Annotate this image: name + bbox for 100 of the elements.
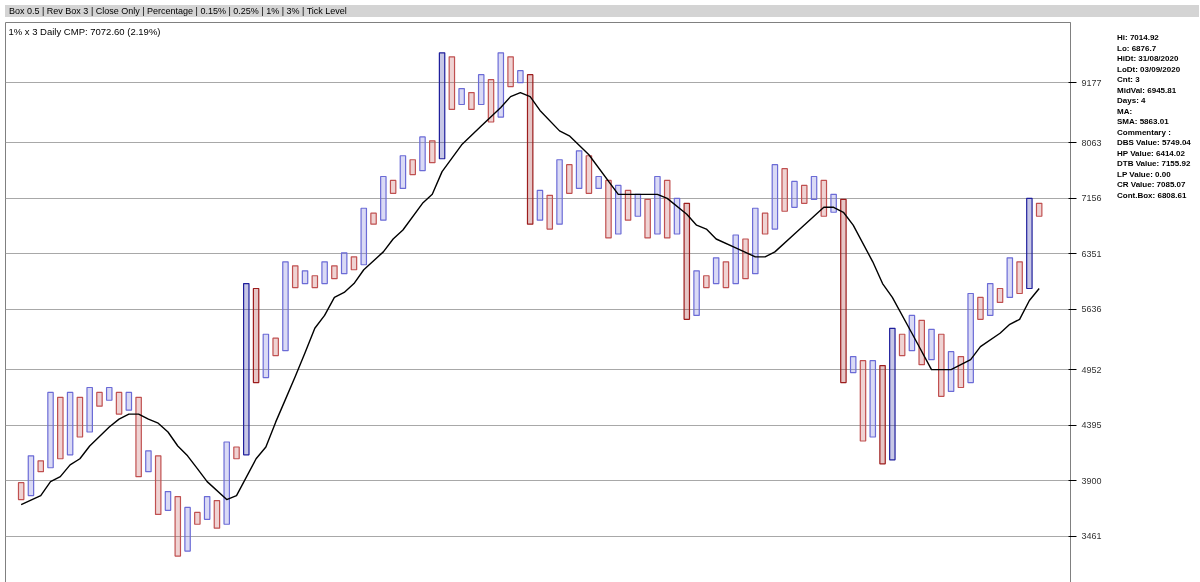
bar: [526, 74, 534, 225]
bar: [879, 364, 886, 465]
y-tick-label: 3900: [1081, 475, 1102, 486]
bar: [262, 333, 270, 379]
bar: [800, 184, 808, 204]
bar: [213, 499, 221, 529]
bar: [468, 91, 475, 111]
bar: [57, 396, 64, 460]
bar: [849, 356, 857, 374]
bar: [536, 189, 544, 221]
bar: [428, 140, 436, 164]
y-tick-label: 4395: [1081, 420, 1102, 431]
bar: [996, 287, 1004, 304]
bar: [566, 164, 573, 194]
bar: [1006, 257, 1014, 299]
bar: [380, 175, 387, 221]
bar: [243, 282, 250, 456]
bar: [370, 212, 377, 225]
y-tick-label: 9177: [1081, 77, 1102, 88]
text: Cnt: 3: [1117, 75, 1140, 84]
bar: [301, 270, 309, 285]
bar: [389, 179, 397, 194]
text: LoDt: 03/09/2020: [1117, 64, 1181, 74]
bar: [898, 333, 906, 357]
bar: [458, 87, 465, 106]
bar: [575, 150, 583, 189]
text: Days: 4: [1117, 96, 1146, 105]
bar: [96, 391, 103, 407]
y-tick-label: 6351: [1081, 248, 1102, 259]
bar: [125, 391, 133, 411]
bar: [595, 175, 602, 189]
bar: [272, 337, 279, 357]
text: MA:: [1117, 106, 1133, 116]
bar: [840, 198, 847, 384]
bar: [791, 180, 798, 208]
bar: [517, 70, 524, 84]
bar: [438, 52, 446, 160]
bar: [742, 238, 749, 280]
text: DTB Value: 7155.92: [1117, 159, 1191, 168]
text: DBS Value: 5749.04: [1117, 138, 1191, 147]
bar: [331, 265, 338, 280]
bar: [654, 175, 661, 235]
text: LP Value: 0.00: [1117, 169, 1171, 179]
bar: [869, 360, 877, 438]
bar: [986, 282, 994, 316]
y-tick-label: 3461: [1081, 531, 1102, 542]
bar: [233, 446, 240, 460]
bar: [703, 275, 710, 289]
bar: [76, 396, 84, 438]
bar: [663, 179, 671, 239]
bar: [859, 360, 867, 442]
bar: [1035, 202, 1043, 217]
bar: [350, 256, 358, 271]
bar: [223, 441, 231, 525]
bar: [752, 207, 759, 275]
bar: [477, 74, 485, 106]
text: HP Value: 6414.02: [1117, 148, 1185, 158]
bar: [419, 136, 426, 172]
bar: [27, 455, 35, 497]
bar: [360, 207, 368, 266]
bar: [761, 212, 769, 235]
bar: [174, 495, 182, 557]
bar: [614, 184, 622, 235]
bar: [644, 198, 651, 239]
bar: [399, 155, 407, 189]
bar: [154, 455, 162, 516]
bar: [66, 391, 74, 456]
chart-subtitle: Box 0.5 | Rev Box 3 | Close Only | Percentage | 0.15% | 0.25% | 1% | 3% | Tick Level: [9, 5, 347, 17]
bar: [1026, 197, 1033, 290]
bar: [507, 56, 514, 88]
line-series: [20, 91, 1040, 506]
bar: [194, 511, 201, 525]
bar: [184, 506, 191, 552]
bar: [781, 168, 788, 212]
bar: [282, 261, 289, 352]
bar: [135, 396, 142, 478]
y-tick-label: 4952: [1081, 364, 1102, 375]
bar: [928, 328, 935, 361]
y-tick-label: 5636: [1081, 304, 1102, 315]
bar: [164, 490, 172, 511]
text: CR Value: 7085.07: [1117, 180, 1186, 189]
bar: [291, 265, 299, 289]
bar: [340, 252, 348, 275]
bar: [683, 202, 691, 320]
bar: [732, 234, 740, 285]
bar: [967, 292, 974, 384]
bar: [830, 193, 837, 213]
bar: [889, 327, 896, 461]
bar: [585, 155, 593, 194]
text: MidVal: 6945.81: [1117, 85, 1177, 95]
bar: [86, 386, 93, 433]
bar: [47, 391, 54, 469]
bar: [810, 175, 818, 200]
bar: [712, 257, 720, 285]
bar: [977, 296, 984, 320]
bar: [37, 460, 45, 473]
bar: [409, 159, 416, 176]
bar: [105, 386, 113, 401]
bar: [918, 319, 926, 366]
bar: [321, 261, 328, 285]
